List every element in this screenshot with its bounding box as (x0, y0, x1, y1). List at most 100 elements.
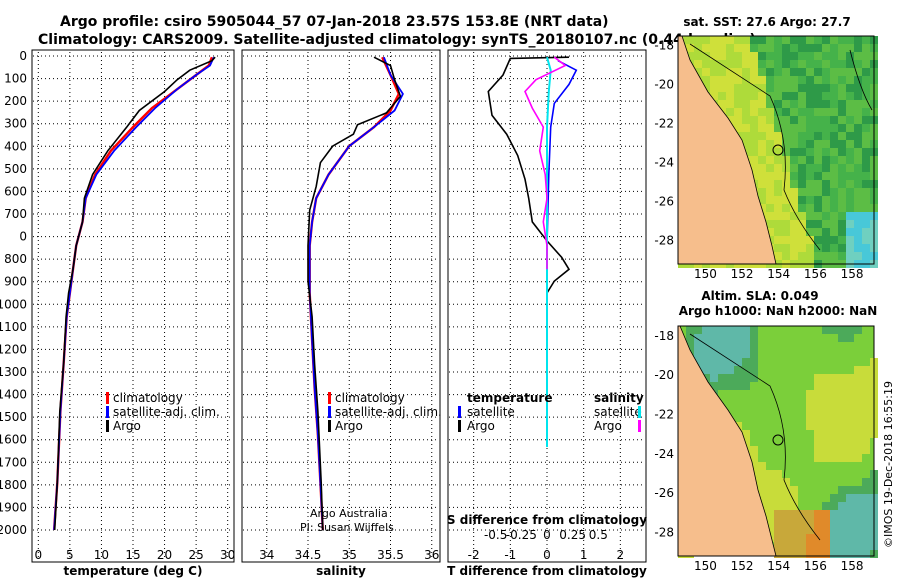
heat-cell (782, 236, 790, 244)
heat-cell (782, 68, 790, 76)
heat-cell (846, 108, 854, 116)
lat-tick-label: -20 (654, 78, 674, 92)
heat-cell (694, 36, 702, 44)
temperature-argo-line (53, 56, 216, 531)
heat-cell (782, 502, 790, 510)
heat-cell (814, 204, 822, 212)
heat-cell (830, 84, 838, 92)
heat-cell (750, 124, 758, 132)
heat-cell (822, 526, 830, 534)
heat-cell (838, 124, 846, 132)
heat-cell (838, 116, 846, 124)
heat-cell (782, 44, 790, 52)
difference-temperature-satellite-line (546, 59, 578, 447)
depth-tick-label: 900 (4, 275, 27, 289)
heat-cell (774, 510, 782, 518)
heat-cell (766, 212, 774, 220)
heat-cell (862, 140, 870, 148)
heat-cell (838, 180, 846, 188)
heat-cell (790, 156, 798, 164)
heat-cell (862, 116, 870, 124)
heat-cell (862, 100, 870, 108)
heat-cell (846, 236, 854, 244)
heat-cell (766, 180, 774, 188)
imos-stamp: ©IMOS 19-Dec-2018 16:55:19 (882, 381, 895, 548)
heat-cell (726, 116, 734, 124)
heat-cell (750, 164, 758, 172)
heat-cell (774, 494, 782, 502)
heat-cell (854, 204, 862, 212)
heat-cell (774, 526, 782, 534)
lon-tick-label: 156 (804, 559, 827, 573)
heat-cell (742, 60, 750, 68)
heat-cell (854, 220, 862, 228)
heat-cell (718, 76, 726, 84)
sla-map-frame (677, 325, 875, 557)
heat-cell (750, 334, 758, 342)
heat-cell (854, 156, 862, 164)
depth-tick-label: 1700 (0, 455, 27, 469)
heat-cell (806, 212, 814, 220)
heat-cell (830, 44, 838, 52)
difference-temperature-argo-line (487, 56, 571, 294)
heat-cell (862, 398, 870, 406)
heat-cell (846, 44, 854, 52)
heat-cell (806, 164, 814, 172)
heat-cell (774, 156, 782, 164)
heat-cell (830, 406, 838, 414)
heat-cell (750, 60, 758, 68)
legend-climatology-swatch (106, 392, 109, 404)
heat-cell (726, 76, 734, 84)
heat-cell (854, 68, 862, 76)
heat-cell (862, 494, 870, 502)
heat-cell (718, 36, 726, 44)
heat-cell (734, 84, 742, 92)
heat-cell (710, 76, 718, 84)
heat-cell (686, 36, 694, 44)
title-line-1: Argo profile: csiro 5905044_57 07-Jan-20… (60, 14, 609, 30)
heat-cell (838, 228, 846, 236)
heat-cell (750, 108, 758, 116)
heat-cell (814, 44, 822, 52)
heat-cell (822, 140, 830, 148)
heat-cell (750, 36, 758, 44)
heat-cell (862, 188, 870, 196)
heat-cell (726, 36, 734, 44)
depth-tick-label: 1500 (0, 410, 27, 424)
heat-cell (790, 188, 798, 196)
heat-cell (798, 164, 806, 172)
heat-cell (694, 350, 702, 358)
heat-cell (854, 430, 862, 438)
heat-cell (742, 124, 750, 132)
heat-cell (734, 334, 742, 342)
lat-tick-label: -26 (654, 486, 674, 500)
heat-cell (854, 52, 862, 60)
s-difference-axis-label: S difference from climatology (447, 513, 647, 527)
heat-cell (742, 438, 750, 446)
heat-cell (862, 212, 870, 220)
heat-cell (838, 494, 846, 502)
heat-cell (766, 108, 774, 116)
heat-cell (862, 108, 870, 116)
heat-cell (862, 132, 870, 140)
heat-cell (806, 550, 814, 558)
heat-cell (854, 374, 862, 382)
heat-cell (814, 422, 822, 430)
heat-cell (830, 108, 838, 116)
heat-cell (750, 446, 758, 454)
heat-cell (790, 236, 798, 244)
heat-cell (846, 156, 854, 164)
heat-cell (798, 228, 806, 236)
heat-cell (846, 180, 854, 188)
heat-cell (702, 350, 710, 358)
heat-cell (830, 446, 838, 454)
heat-cell (806, 534, 814, 542)
heat-cell (782, 164, 790, 172)
grid-lines (33, 52, 645, 560)
heat-cell (846, 430, 854, 438)
heat-cell (806, 220, 814, 228)
heat-cell (838, 100, 846, 108)
heat-cell (782, 550, 790, 558)
sst-float-marker (772, 144, 784, 156)
heat-cell (822, 36, 830, 44)
